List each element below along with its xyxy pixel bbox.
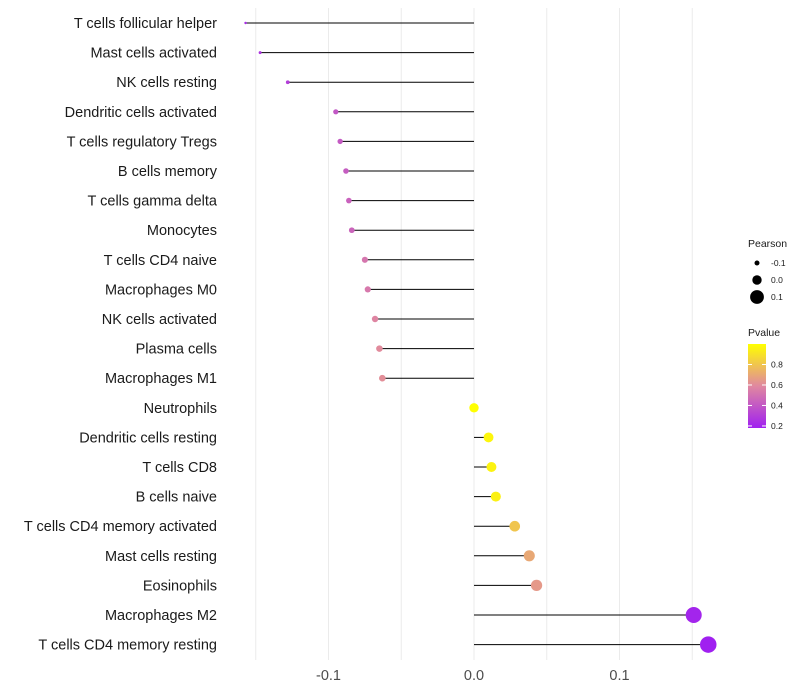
category-label: Macrophages M1: [105, 371, 217, 387]
category-labels: T cells follicular helper Mast cells acti…: [24, 16, 218, 654]
legend-color-tick-label: 0.8: [771, 359, 783, 369]
category-label: B cells memory: [118, 164, 218, 180]
point-18: [523, 550, 535, 562]
lollipop-stems: [245, 22, 709, 646]
legend-color-tick-label: 0.4: [771, 400, 783, 410]
x-axis-tick-labels: -0.1 0.0 0.1: [316, 668, 630, 684]
category-label: T cells CD4 memory resting: [38, 638, 217, 654]
legend-size-dot: [750, 290, 764, 304]
category-label: Neutrophils: [144, 401, 217, 417]
point-2: [285, 80, 290, 85]
category-label: Plasma cells: [136, 342, 217, 358]
category-label: Mast cells activated: [90, 46, 217, 62]
category-label: Dendritic cells resting: [79, 430, 217, 446]
category-label: T cells regulatory Tregs: [67, 134, 217, 150]
legend-colorbar: [748, 344, 766, 428]
category-label: Dendritic cells activated: [65, 105, 217, 121]
point-12: [379, 374, 386, 382]
legend-color-tick-label: 0.2: [771, 421, 783, 431]
point-11: [376, 345, 383, 352]
category-label: T cells gamma delta: [88, 194, 218, 210]
category-label: Monocytes: [147, 223, 217, 239]
point-16: [490, 491, 501, 502]
point-5: [343, 168, 349, 174]
point-0: [244, 21, 247, 25]
category-label: Mast cells resting: [105, 549, 217, 565]
legend-size-items: -0.1 0.0 0.1: [750, 258, 786, 304]
x-tick-label: 0.1: [609, 668, 629, 684]
point-10: [371, 315, 379, 323]
category-label: T cells CD4 naive: [104, 253, 217, 269]
legend-size-dot: [752, 275, 762, 285]
legend-size-dot: [754, 260, 760, 266]
point-20: [685, 606, 702, 624]
point-7: [348, 227, 355, 234]
point-4: [337, 138, 343, 145]
point-3: [333, 109, 339, 115]
point-1: [258, 51, 262, 55]
legend-colorbar-ticks: 0.8 0.6 0.4 0.2: [748, 359, 783, 431]
legend-color-title: Pvalue: [748, 327, 780, 339]
point-19: [530, 579, 543, 592]
category-label: Macrophages M0: [105, 282, 217, 298]
legend-size-title: Pearson: [748, 238, 787, 250]
category-label: Eosinophils: [143, 578, 217, 594]
x-tick-label: -0.1: [316, 668, 341, 684]
legend-size-label: 0.1: [771, 292, 783, 302]
legend-color-tick-label: 0.6: [771, 380, 783, 390]
legend-size-label: -0.1: [771, 258, 786, 268]
gridlines: [255, 8, 693, 660]
category-label: NK cells activated: [102, 312, 217, 328]
point-14: [483, 432, 494, 443]
category-label: B cells naive: [136, 490, 217, 506]
x-tick-label: 0.0: [464, 668, 484, 684]
category-label: NK cells resting: [116, 75, 217, 91]
category-label: T cells CD8: [142, 460, 217, 476]
legend-size-label: 0.0: [771, 275, 783, 285]
lollipop-points: [244, 21, 717, 653]
point-8: [361, 256, 368, 263]
category-label: T cells follicular helper: [74, 16, 217, 32]
legend: Pearson -0.1 0.0 0.1 Pvalue 0.8 0.6 0.4 0.2: [748, 238, 787, 431]
point-17: [509, 520, 521, 532]
category-label: Macrophages M2: [105, 608, 217, 624]
point-15: [486, 462, 497, 472]
category-label: T cells CD4 memory activated: [24, 519, 217, 535]
point-13: [469, 403, 479, 413]
point-21: [700, 636, 717, 653]
point-6: [346, 197, 352, 204]
point-9: [364, 286, 371, 293]
